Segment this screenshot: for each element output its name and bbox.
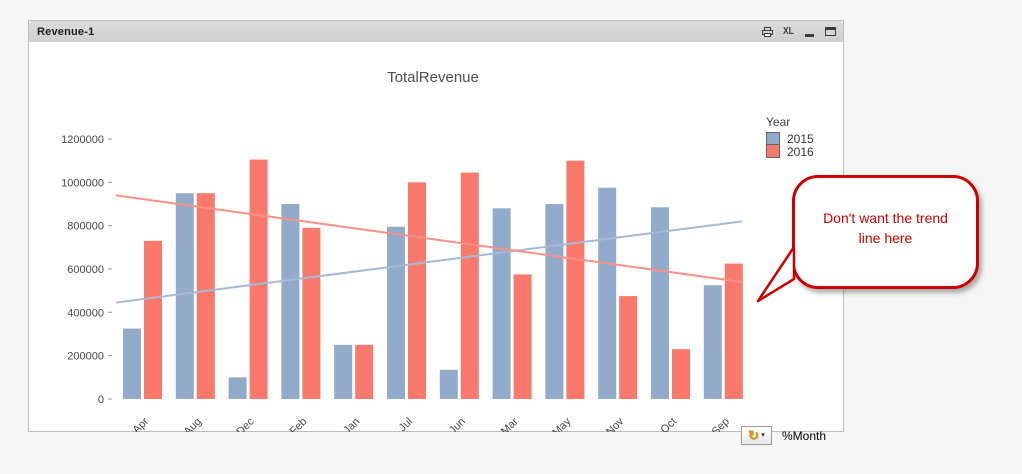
trendline-2015 [115, 220, 743, 304]
bar-2016-jun[interactable] [460, 172, 479, 399]
legend-swatch-2015 [766, 132, 780, 145]
bar-2016-feb[interactable] [302, 227, 321, 399]
x-axis-label-aug: Aug [182, 416, 204, 432]
legend-item-2015[interactable]: 2015 [766, 131, 814, 146]
x-axis-label-mar: Mar [499, 415, 521, 432]
legend: Year 2015 2016 [766, 115, 814, 159]
y-axis-label: 1200000 [61, 134, 104, 146]
maximize-icon[interactable] [823, 25, 838, 39]
fast-change-button[interactable]: ↻ ▾ [741, 426, 772, 445]
x-axis-label-nov: Nov [604, 415, 627, 432]
y-axis-label: 600000 [67, 264, 104, 276]
bar-2016-jul[interactable] [408, 182, 426, 399]
y-axis-label: 200000 [67, 351, 104, 363]
x-axis-label-jan: Jan [341, 416, 362, 432]
bar-2015-jun[interactable] [439, 369, 458, 399]
bar-2016-oct[interactable] [672, 349, 690, 399]
legend-label-2015: 2015 [787, 131, 814, 146]
x-axis-label-sep: Sep [710, 416, 732, 432]
bar-2015-nov[interactable] [598, 187, 617, 399]
bar-2015-oct[interactable] [651, 207, 669, 399]
bar-2015-mar[interactable] [492, 208, 511, 399]
bar-2015-jul[interactable] [387, 226, 405, 399]
annotation-text: Don't want the trend line here [823, 210, 948, 247]
bar-2015-feb[interactable] [281, 204, 300, 399]
bar-2015-jan[interactable] [334, 344, 353, 399]
callout-tail [756, 245, 796, 303]
y-axis-label: 1000000 [61, 177, 104, 189]
print-icon[interactable] [760, 25, 775, 39]
chevron-down-icon: ▾ [761, 432, 765, 439]
export-excel-icon[interactable]: XL [783, 26, 794, 37]
bar-2016-may[interactable] [566, 160, 585, 399]
x-axis-label-feb: Feb [288, 416, 310, 432]
bar-2016-apr[interactable] [144, 240, 162, 399]
y-axis-label: 0 [98, 394, 104, 406]
bar-2016-nov[interactable] [619, 296, 638, 399]
chart-window: Revenue-1 XL TotalRevenue 0 200000 4000 [28, 20, 844, 445]
x-axis-label-oct: Oct [659, 416, 680, 432]
bar-2015-apr[interactable] [123, 328, 141, 399]
chart-title: TotalRevenue [387, 69, 479, 86]
x-axis-label-jul: Jul [397, 416, 415, 432]
legend-label-2016: 2016 [787, 144, 814, 159]
bar-2016-dec[interactable] [249, 159, 268, 399]
bar-2016-aug[interactable] [196, 193, 215, 399]
legend-swatch-2016 [766, 145, 780, 158]
bar-2015-may[interactable] [545, 204, 564, 399]
y-axis-label: 800000 [67, 221, 104, 233]
window-titlebar[interactable]: Revenue-1 XL [29, 21, 843, 42]
x-axis-label-dec: Dec [234, 415, 257, 432]
legend-title: Year [766, 115, 791, 129]
x-axis-label-may: May [550, 415, 574, 432]
bar-chart: 0 200000 400000 600000 800000 1000000 1200000 A… [61, 134, 743, 432]
bar-2015-sep[interactable] [703, 285, 722, 399]
bar-2016-jan[interactable] [355, 344, 374, 399]
bar-2016-mar[interactable] [513, 274, 532, 399]
bar-2015-aug[interactable] [175, 193, 194, 399]
cycle-icon: ↻ [748, 428, 760, 443]
caption-icons: XL [760, 25, 838, 39]
bar-2016-sep[interactable] [724, 263, 743, 399]
x-axis-label-jun: Jun [447, 416, 468, 432]
x-axis-label-apr: Apr [131, 415, 152, 432]
bar-2015-dec[interactable] [228, 377, 247, 399]
dimension-label: %Month [782, 429, 827, 443]
annotation-callout: Don't want the trend line here [792, 175, 979, 289]
y-axis-label: 400000 [67, 307, 104, 319]
chart-area: TotalRevenue 0 200000 400000 600000 800000 10… [29, 42, 843, 445]
window-title: Revenue-1 [37, 25, 95, 38]
trendline-2016 [115, 194, 743, 283]
minimize-icon[interactable] [802, 25, 817, 39]
legend-item-2016[interactable]: 2016 [766, 144, 814, 159]
